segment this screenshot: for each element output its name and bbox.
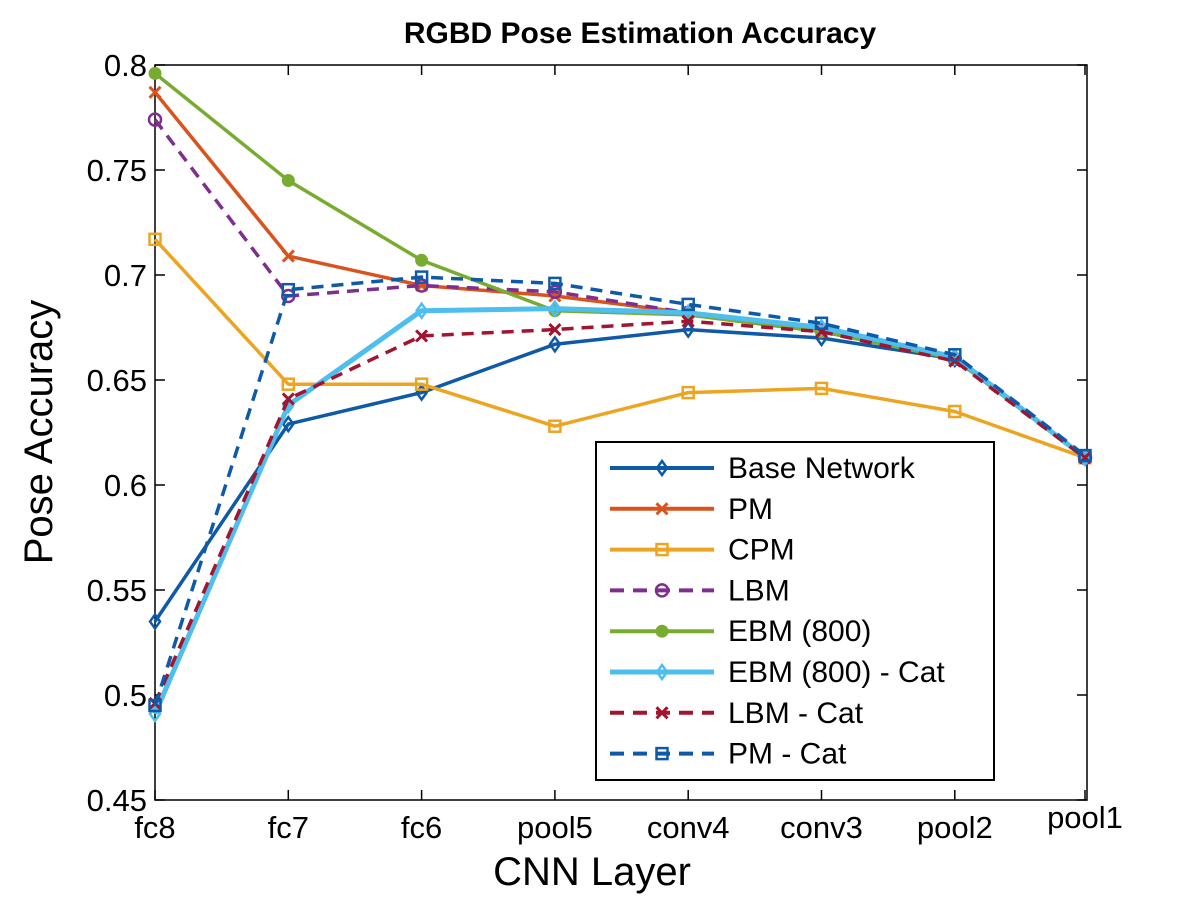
legend-entry: EBM (800) - Cat [610,656,945,689]
data-point [281,392,295,406]
legend-entry: PM - Cat [610,738,847,771]
legend-label: PM - Cat [728,738,847,771]
x-tick-label: fc8 [134,810,175,845]
y-axis-label: Pose Accuracy [17,300,61,565]
x-tick-label: fc7 [268,810,309,845]
marker-stroke [281,392,295,406]
data-point [414,270,429,284]
data-point [148,232,162,247]
data-point [415,253,429,267]
marker-stroke [415,329,429,343]
data-point [681,314,695,328]
legend-swatch-marker [655,458,669,478]
legend-swatch-marker [655,624,669,638]
data-point [681,385,695,400]
plot-frame [154,64,1088,801]
marker-stroke [681,314,695,328]
chart-title: RGBD Pose Estimation Accuracy [404,17,877,50]
legend-entry: Base Network [610,452,916,485]
legend-swatch-marker [655,706,669,720]
x-tick-label: conv4 [647,810,730,845]
data-point [281,174,295,187]
series-line [153,238,1086,460]
legend-swatch-marker [655,542,669,557]
legend-label: PM [728,493,773,526]
data-point [414,278,429,293]
data-point [547,284,563,300]
data-point [281,414,295,434]
series-line [152,306,1087,715]
data-point [548,299,562,318]
marker-stroke [281,249,295,263]
data-point [148,698,162,713]
legend-entry: LBM - Cat [610,697,864,730]
data-point [281,249,295,263]
legend-swatch-marker [655,502,669,516]
y-tick-label: 0.8 [104,48,147,83]
legend-entry: LBM [610,574,790,607]
x-tick-label: fc6 [401,810,442,845]
series-cpm [148,232,1092,465]
legend-box [595,441,995,781]
legend-label: LBM - Cat [728,697,864,730]
data-point [948,348,962,362]
data-point [281,282,296,297]
y-tick-label: 0.6 [104,468,147,503]
x-tick-label: conv3 [780,810,863,845]
legend-entry: PM [610,493,773,526]
series-pm-cat [148,270,1092,713]
marker-stroke [548,323,562,337]
y-tick-label: 0.75 [87,153,147,188]
legend-swatch-marker [654,583,670,598]
data-point [148,85,162,99]
data-point [681,320,695,339]
plot-area: 0.45 0.5 0.55 0.6 0.65 0.7 0.75 0.8 fc8 fc7 fc6 poo… [87,48,1123,845]
y-tick-label: 0.55 [87,573,147,608]
legend-label: EBM (800) [728,615,871,648]
data-point [414,377,429,391]
data-point [147,112,163,127]
x-tick-label: pool1 [1047,800,1123,835]
series-line [153,275,1087,707]
data-point [814,316,829,331]
marker-stroke [655,706,669,720]
data-point [1078,448,1092,463]
y-tick-label: 0.7 [104,258,147,293]
data-point [948,404,962,419]
data-point [548,323,562,337]
y-tick-label: 0.65 [87,363,147,398]
series-ebm-800-cat [148,299,1092,724]
data-point [148,66,162,80]
legend-entry: CPM [610,534,795,567]
legend: Base Network PM CPM LBM EBM (800) EBM (800) -… [595,441,995,781]
y-tick-label: 0.5 [104,678,147,713]
data-point [548,419,562,433]
data-point [814,381,829,396]
marker-stroke [655,502,669,516]
data-point [814,318,829,337]
legend-entry: EBM (800) [610,615,871,648]
series-line [153,319,1087,705]
x-axis-label: CNN Layer [493,850,691,894]
legend-label: Base Network [728,452,916,485]
legend-swatch-marker [655,746,669,761]
legend-swatch-marker [655,662,669,682]
x-tick-label: pool2 [917,810,993,845]
data-point [415,329,429,343]
data-point [148,612,162,631]
data-point [281,377,296,391]
marker-stroke [148,85,162,99]
data-point [548,276,562,291]
x-tick-label: pool5 [517,810,593,845]
legend-label: LBM [728,574,790,607]
y-tick-label: 0.45 [87,783,147,818]
legend-label: EBM (800) - Cat [728,656,945,689]
data-point [548,335,562,354]
data-point [415,301,429,320]
data-point [681,297,695,312]
legend-label: CPM [728,534,795,567]
